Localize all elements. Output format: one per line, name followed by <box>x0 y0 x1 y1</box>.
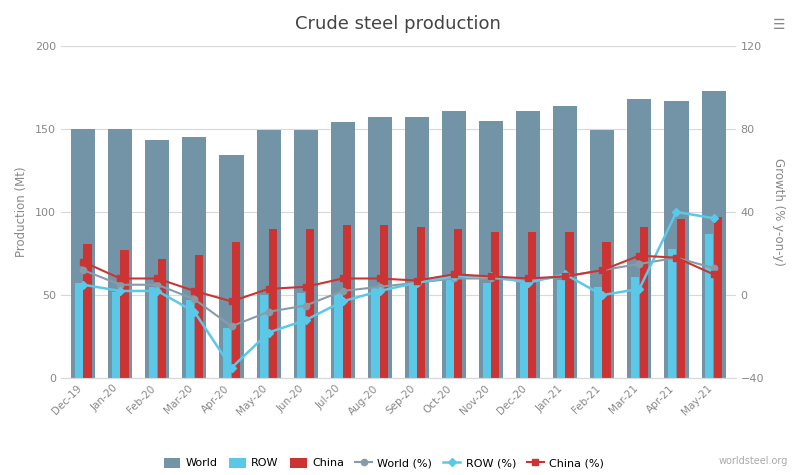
Bar <box>334 294 342 378</box>
Bar <box>528 232 537 378</box>
Bar <box>194 255 202 378</box>
Bar <box>368 117 392 378</box>
Bar <box>627 99 651 378</box>
Bar <box>479 121 503 378</box>
Title: Crude steel production: Crude steel production <box>295 15 502 33</box>
Bar <box>665 101 689 378</box>
Bar <box>454 228 462 378</box>
Bar <box>557 280 565 378</box>
Bar <box>520 284 528 378</box>
Y-axis label: Growth (% y-on-y): Growth (% y-on-y) <box>772 158 785 266</box>
Bar <box>566 232 574 378</box>
Bar <box>269 228 277 378</box>
Bar <box>294 131 318 378</box>
Bar <box>186 300 194 378</box>
Bar <box>590 131 614 378</box>
Bar <box>75 284 83 378</box>
Bar <box>260 295 268 378</box>
Bar <box>149 287 157 378</box>
Bar <box>182 137 206 378</box>
Text: worldsteel.org: worldsteel.org <box>718 456 788 466</box>
Bar <box>602 242 610 378</box>
Bar <box>639 227 648 378</box>
Bar <box>343 225 351 378</box>
Bar <box>112 292 120 378</box>
Bar <box>482 284 491 378</box>
Bar <box>371 288 380 378</box>
Bar <box>108 129 132 378</box>
Bar <box>668 248 676 378</box>
Bar <box>257 131 281 378</box>
Bar <box>446 280 454 378</box>
Bar <box>146 141 170 378</box>
Bar <box>409 285 417 378</box>
Bar <box>405 117 429 378</box>
Bar <box>417 227 426 378</box>
Bar <box>553 105 578 378</box>
Bar <box>71 129 95 378</box>
Bar <box>158 258 166 378</box>
Bar <box>677 218 685 378</box>
Bar <box>330 122 354 378</box>
Bar <box>83 244 91 378</box>
Bar <box>223 328 231 378</box>
Bar <box>380 225 388 378</box>
Y-axis label: Production (Mt): Production (Mt) <box>15 167 28 257</box>
Bar <box>714 217 722 378</box>
Bar <box>219 155 243 378</box>
Bar <box>298 294 306 378</box>
Text: ☰: ☰ <box>773 18 786 32</box>
Bar <box>631 277 639 378</box>
Bar <box>121 250 129 378</box>
Bar <box>232 242 240 378</box>
Bar <box>516 111 540 378</box>
Bar <box>306 228 314 378</box>
Bar <box>702 91 726 378</box>
Bar <box>706 234 714 378</box>
Bar <box>491 232 499 378</box>
Bar <box>594 287 602 378</box>
Bar <box>442 111 466 378</box>
Legend: World, ROW, China, World (%), ROW (%), China (%): World, ROW, China, World (%), ROW (%), C… <box>164 458 604 468</box>
